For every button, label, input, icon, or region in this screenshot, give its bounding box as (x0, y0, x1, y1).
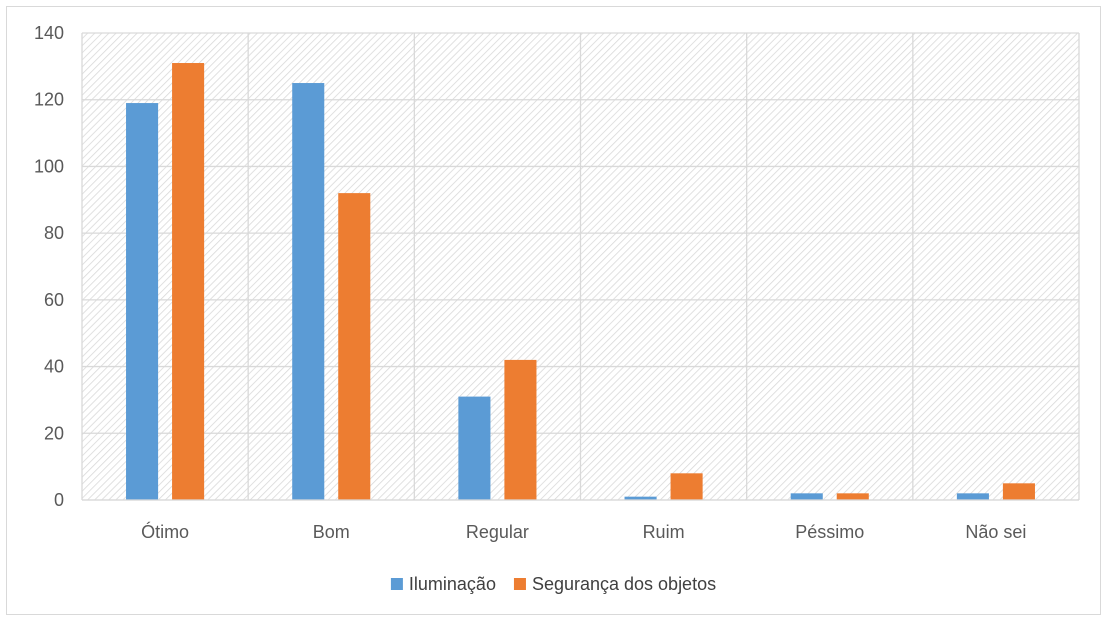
y-tick-label: 140 (34, 23, 64, 43)
y-tick-label: 80 (44, 223, 64, 243)
x-tick-label: Ruim (643, 522, 685, 542)
y-tick-label: 100 (34, 156, 64, 176)
x-tick-label: Regular (466, 522, 529, 542)
x-tick-label: Bom (313, 522, 350, 542)
y-tick-label: 20 (44, 423, 64, 443)
bar (624, 496, 657, 500)
bar (504, 359, 537, 500)
legend-swatch (390, 578, 403, 590)
bar (172, 63, 205, 501)
axes: 0 20 40 60 80 100 120 140 Ótimo Bom Regular Ruim Pés… (34, 23, 1079, 542)
bar (1002, 483, 1035, 500)
bar (790, 493, 823, 500)
bar (292, 83, 325, 501)
legend-label: Segurança dos objetos (532, 574, 716, 594)
x-tick-label: Ótimo (141, 521, 189, 542)
x-tick-label: Péssimo (795, 522, 864, 542)
x-tick-label: Não sei (965, 522, 1026, 542)
bars (126, 63, 1035, 501)
bar (670, 473, 703, 500)
bar (338, 193, 371, 500)
bar (836, 493, 869, 500)
bar (956, 493, 989, 500)
legend: Iluminação Segurança dos objetos (390, 574, 716, 594)
y-tick-label: 0 (54, 490, 64, 510)
legend-label: Iluminação (409, 574, 496, 594)
legend-swatch (513, 578, 526, 590)
y-tick-label: 120 (34, 90, 64, 110)
y-tick-label: 60 (44, 290, 64, 310)
y-tick-label: 40 (44, 357, 64, 377)
bar (458, 396, 491, 500)
bar (126, 103, 159, 501)
gridlines (81, 32, 1080, 501)
